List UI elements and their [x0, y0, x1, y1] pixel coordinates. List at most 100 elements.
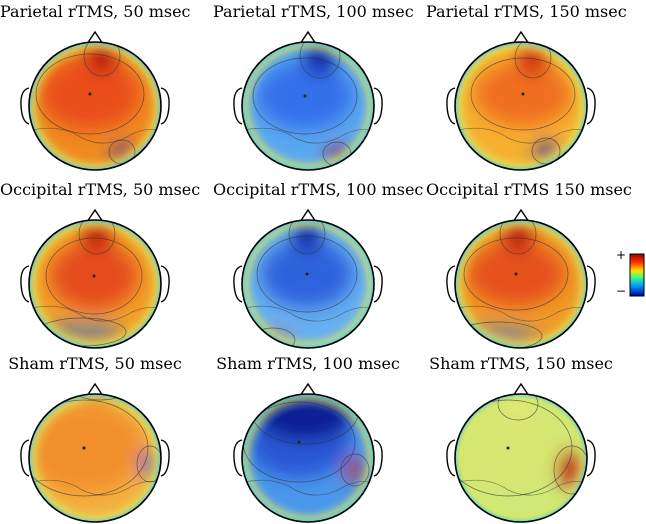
panel-title: Occipital rTMS, 100 msec — [213, 180, 424, 199]
contour-line — [29, 399, 149, 497]
contour-line — [31, 127, 161, 144]
head-topomap — [233, 208, 383, 349]
head-topomap — [20, 208, 170, 349]
right-ear-outline — [586, 87, 596, 125]
colorbar-gradient — [629, 253, 645, 297]
right-ear-outline — [160, 439, 170, 477]
head-outline — [28, 41, 162, 171]
contour-line — [531, 137, 561, 165]
edge-gradient — [29, 394, 161, 522]
contour-line — [457, 305, 587, 322]
left-ear-outline — [233, 439, 243, 477]
head-outline — [241, 219, 375, 349]
edge-gradient — [242, 42, 374, 170]
electrode-marker — [88, 92, 92, 96]
contour-line — [553, 445, 587, 495]
topomap-panel: Parietal rTMS, 150 msec — [426, 0, 627, 171]
nose-outline — [512, 30, 530, 45]
edge-gradient — [242, 220, 374, 348]
edge-gradient — [29, 220, 161, 348]
left-ear-outline — [233, 265, 243, 303]
contour-line — [244, 479, 374, 496]
contour-line — [455, 399, 573, 497]
contour-line — [499, 220, 537, 255]
head-topomap — [446, 208, 596, 349]
nose-outline — [86, 30, 104, 45]
nose-outline — [299, 208, 317, 223]
contour-line — [31, 305, 161, 322]
right-ear-outline — [586, 439, 596, 477]
colorbar-plus-label: + — [616, 248, 627, 262]
panel-title: Sham rTMS, 150 msec — [429, 354, 613, 373]
right-ear-outline — [160, 87, 170, 125]
edge-gradient — [455, 42, 587, 170]
nose-outline — [86, 208, 104, 223]
nose-outline — [86, 382, 104, 397]
right-ear-outline — [373, 87, 383, 125]
right-ear-outline — [586, 265, 596, 303]
contour-line — [69, 394, 131, 401]
panel-title: Sham rTMS, 100 msec — [216, 354, 400, 373]
panel-title: Parietal rTMS, 150 msec — [426, 2, 627, 21]
contour-line — [497, 394, 539, 421]
edge-gradient — [455, 394, 587, 522]
edge-gradient — [29, 42, 161, 170]
head-outline — [28, 219, 162, 349]
electrode-marker — [305, 272, 309, 276]
nose-outline — [299, 30, 317, 45]
left-ear-outline — [20, 439, 30, 477]
contour-line — [288, 220, 326, 255]
nose-outline — [512, 382, 530, 397]
left-ear-outline — [20, 265, 30, 303]
colorbar-minus-label: − — [616, 284, 627, 298]
panel-title: Parietal rTMS, 50 msec — [0, 2, 191, 21]
electrode-marker — [297, 440, 301, 444]
head-topomap — [20, 382, 170, 523]
contour-line — [252, 57, 358, 135]
contour-line — [83, 42, 121, 77]
topomap-panel: Occipital rTMS, 100 msec — [213, 178, 424, 349]
contour-line — [457, 127, 587, 144]
left-ear-outline — [446, 87, 456, 125]
contour-line — [244, 305, 374, 322]
left-ear-outline — [20, 87, 30, 125]
edge-gradient — [455, 220, 587, 348]
contour-line — [514, 42, 552, 79]
head-topomap — [233, 382, 383, 523]
panel-title: Occipital rTMS 150 msec — [426, 180, 632, 199]
contour-line — [463, 237, 569, 311]
contour-line — [256, 235, 358, 313]
left-ear-outline — [233, 87, 243, 125]
contour-line — [244, 127, 374, 144]
panel-title: Occipital rTMS, 50 msec — [0, 180, 201, 199]
contour-line — [299, 42, 341, 79]
head-topomap — [446, 30, 596, 171]
colorbar: + − — [616, 248, 646, 300]
nose-outline — [299, 382, 317, 397]
head-outline — [241, 41, 375, 171]
activation-blob — [74, 394, 126, 396]
electrode-marker — [514, 272, 518, 276]
contour-line — [136, 445, 161, 483]
electrode-marker — [521, 92, 525, 96]
contour-line — [457, 479, 587, 496]
electrode-marker — [92, 274, 96, 278]
left-ear-outline — [446, 439, 456, 477]
contour-line — [45, 237, 143, 315]
topomap-panel: Sham rTMS, 100 msec — [213, 352, 403, 523]
contour-line — [35, 53, 145, 135]
contour-line — [455, 321, 543, 348]
left-ear-outline — [446, 265, 456, 303]
topomap-panel: Occipital rTMS 150 msec — [426, 178, 632, 349]
head-topomap — [446, 382, 596, 523]
electrode-marker — [303, 94, 307, 98]
right-ear-outline — [160, 265, 170, 303]
head-topomap — [20, 30, 170, 171]
right-ear-outline — [373, 439, 383, 477]
right-ear-outline — [373, 265, 383, 303]
contour-line — [340, 453, 370, 487]
head-outline — [454, 219, 588, 349]
nose-outline — [512, 208, 530, 223]
contour-line — [470, 57, 576, 131]
panel-title: Parietal rTMS, 100 msec — [213, 2, 414, 21]
